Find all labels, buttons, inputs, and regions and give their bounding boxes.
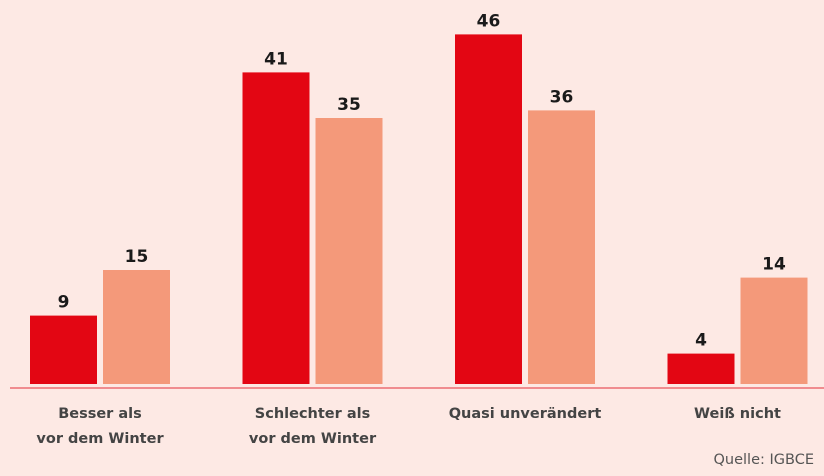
category-label: Quasi unverändert <box>448 406 602 422</box>
bar <box>242 72 310 385</box>
value-label: 15 <box>125 247 149 267</box>
bar <box>740 277 808 384</box>
bar <box>455 34 522 385</box>
category-label: Besser als vor dem Winter <box>36 406 164 447</box>
bar <box>315 118 383 384</box>
category-label: Weiß nicht <box>694 406 781 422</box>
value-label: 9 <box>58 293 70 313</box>
bar <box>528 110 595 385</box>
value-label: 46 <box>477 11 501 31</box>
value-label: 36 <box>550 87 574 107</box>
category-label: Schlechter als vor dem Winter <box>248 406 377 447</box>
value-label: 14 <box>762 255 786 275</box>
bar <box>103 270 170 384</box>
value-label: 41 <box>264 49 288 69</box>
bar <box>667 353 735 384</box>
source: Quelle: IGBCE <box>713 452 815 468</box>
bar <box>30 315 97 384</box>
value-label: 4 <box>695 331 707 351</box>
value-label: 35 <box>337 95 361 115</box>
